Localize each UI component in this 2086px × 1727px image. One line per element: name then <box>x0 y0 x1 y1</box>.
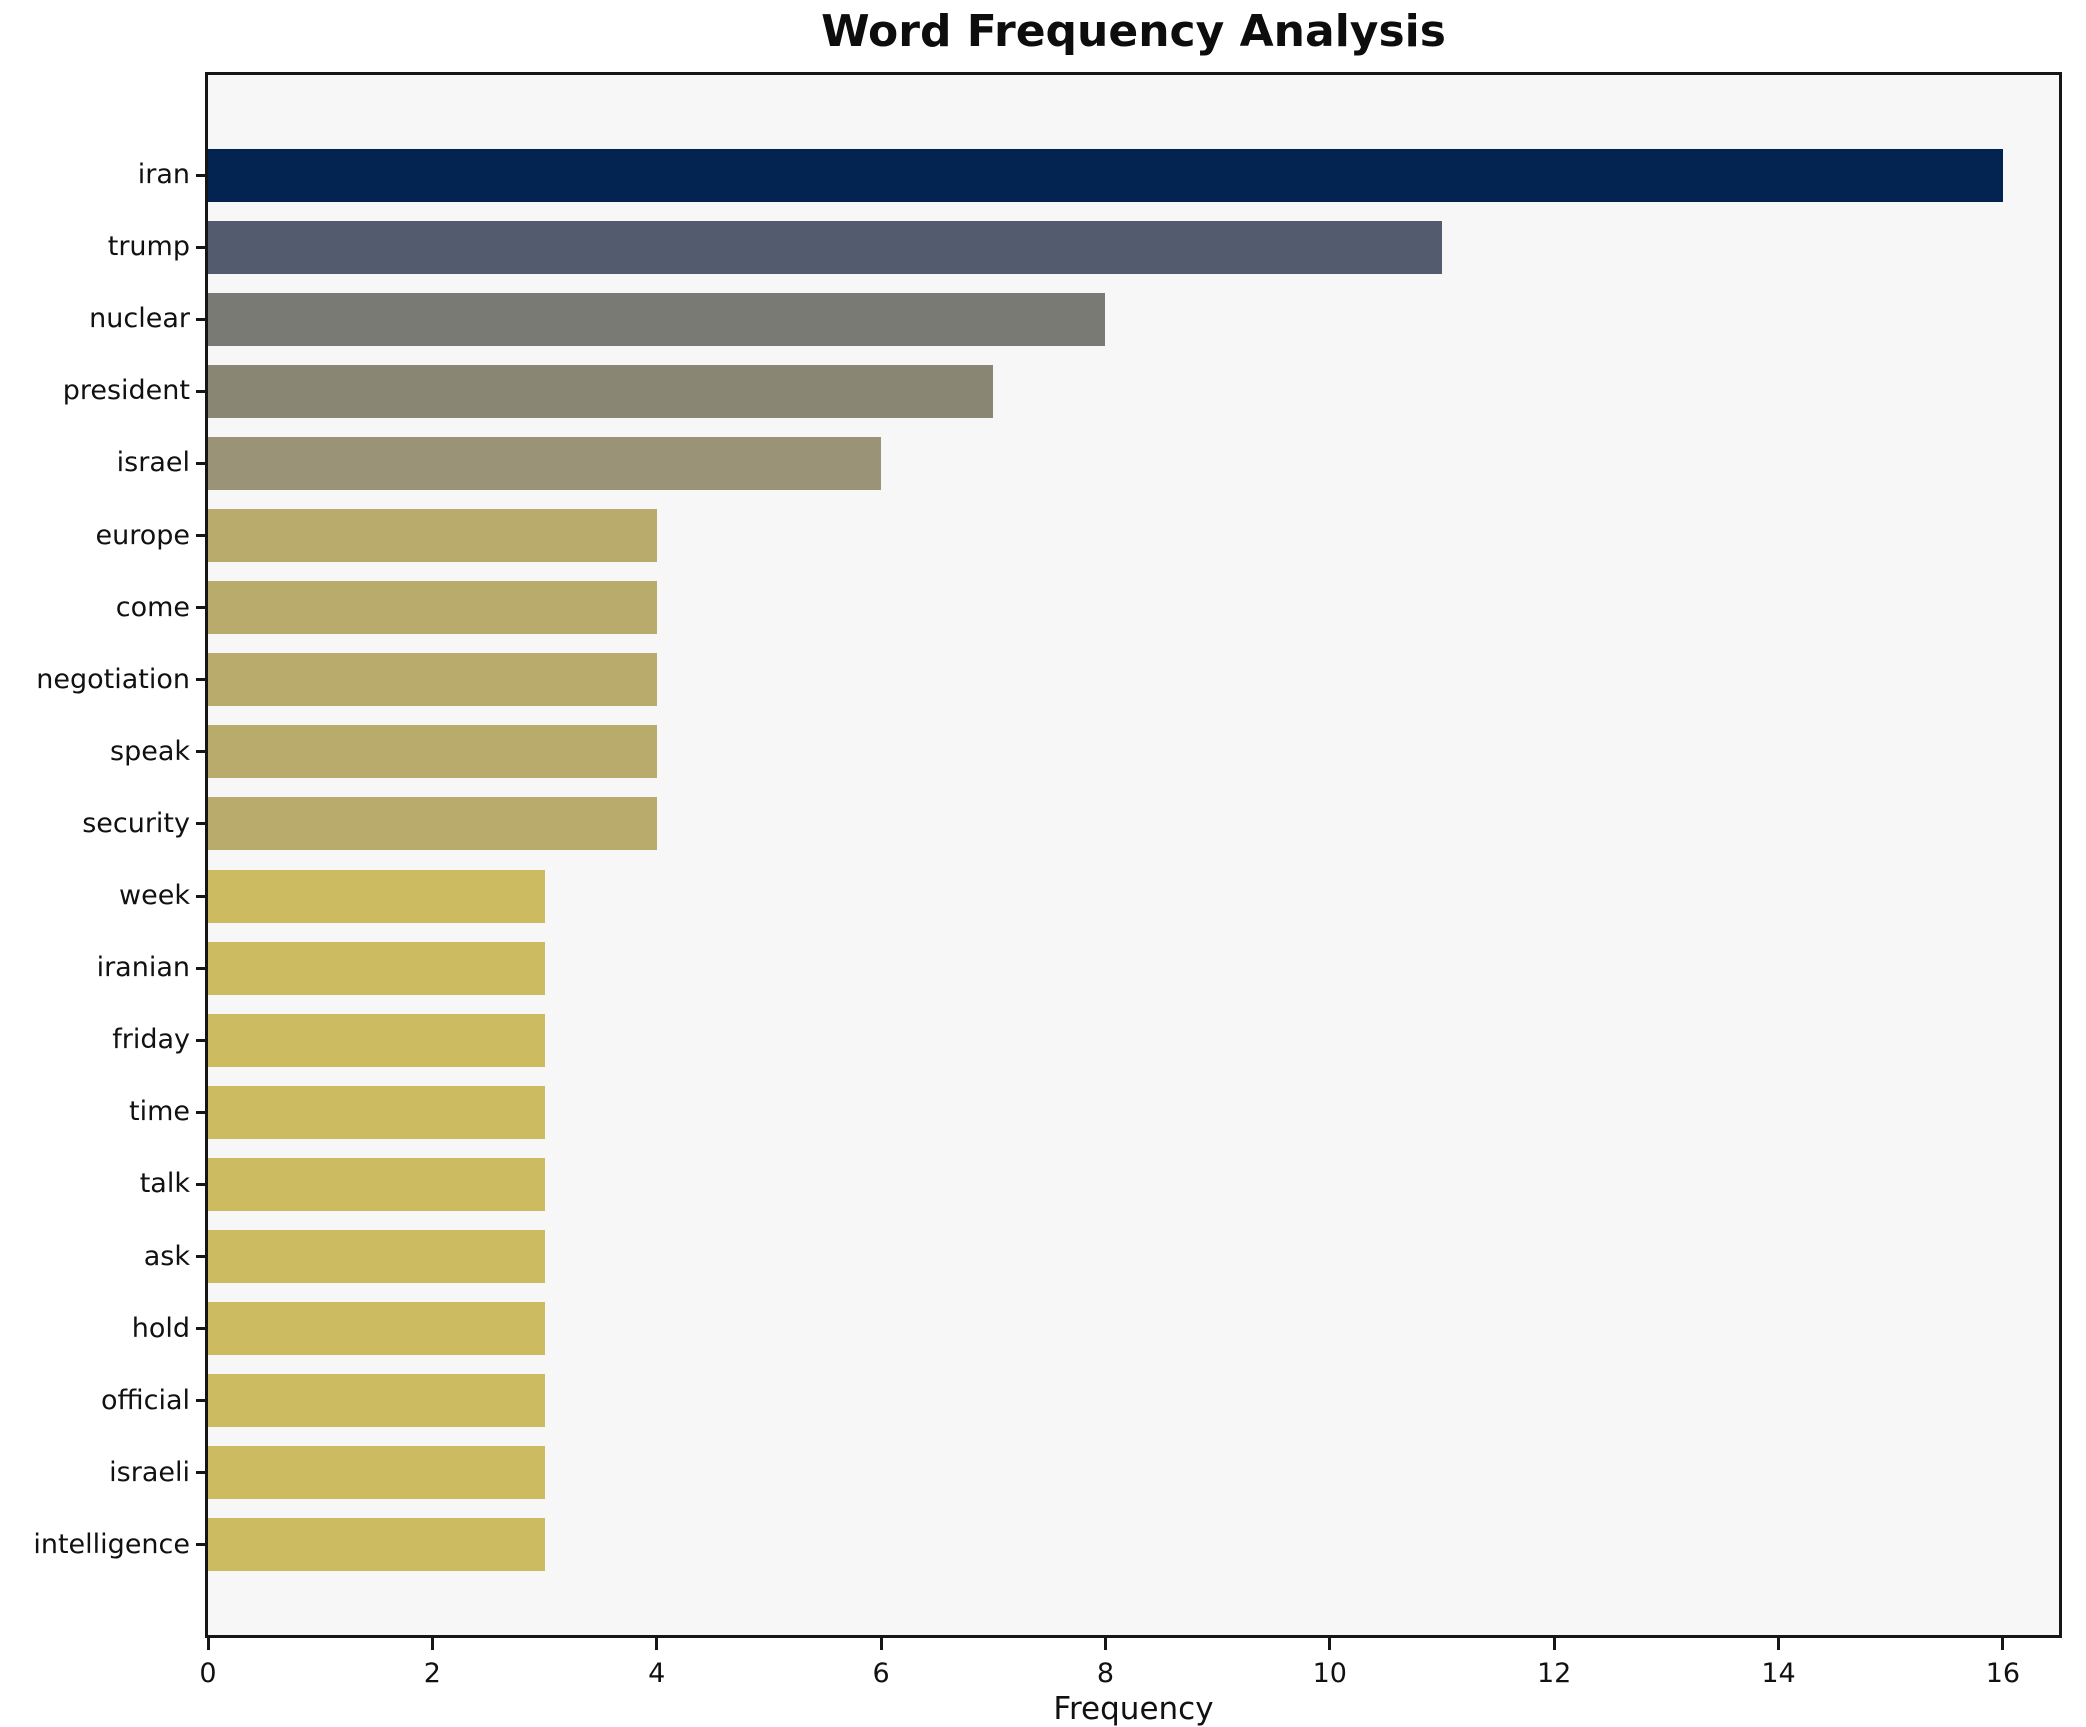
y-tick-label: intelligence <box>33 1528 190 1560</box>
y-tick-label: president <box>62 375 190 407</box>
y-tick-mark <box>196 245 205 249</box>
y-tick-mark <box>196 894 205 898</box>
y-tick-mark <box>196 1543 205 1547</box>
bar-iran <box>208 148 2003 202</box>
y-tick-label: israel <box>116 447 190 479</box>
y-tick-mark <box>196 389 205 393</box>
bar-ask <box>208 1230 545 1284</box>
y-tick-mark <box>196 1399 205 1403</box>
y-tick-mark <box>196 173 205 177</box>
y-tick-mark <box>196 606 205 610</box>
x-tick-mark <box>206 1638 210 1650</box>
x-tick-mark <box>1777 1638 1781 1650</box>
x-tick-mark <box>1328 1638 1332 1650</box>
y-tick-label: official <box>100 1384 190 1416</box>
y-tick-mark <box>196 1038 205 1042</box>
bar-hold <box>208 1302 545 1356</box>
x-tick-mark <box>2001 1638 2005 1650</box>
bar-intelligence <box>208 1518 545 1572</box>
bar-friday <box>208 1013 545 1067</box>
bar-talk <box>208 1157 545 1211</box>
y-tick-label: talk <box>139 1168 190 1200</box>
bar-security <box>208 797 657 851</box>
x-tick-label: 12 <box>1536 1658 1572 1689</box>
x-tick-label: 4 <box>648 1658 666 1689</box>
y-tick-mark <box>196 534 205 538</box>
x-tick-mark <box>879 1638 883 1650</box>
y-tick-mark <box>196 750 205 754</box>
x-tick-mark <box>1552 1638 1556 1650</box>
bar-negotiation <box>208 653 657 707</box>
x-tick-label: 6 <box>872 1658 890 1689</box>
y-tick-mark <box>196 1182 205 1186</box>
bar-come <box>208 581 657 635</box>
bar-time <box>208 1085 545 1139</box>
y-tick-mark <box>196 966 205 970</box>
y-tick-label: europe <box>95 519 191 551</box>
x-tick-label: 8 <box>1096 1658 1115 1689</box>
bar-president <box>208 364 994 418</box>
bar-europe <box>208 509 657 563</box>
y-tick-label: iran <box>137 159 190 191</box>
bar-israel <box>208 436 882 490</box>
y-tick-label: nuclear <box>89 303 190 335</box>
bar-nuclear <box>208 292 1106 346</box>
y-tick-label: hold <box>131 1312 190 1344</box>
y-tick-label: speak <box>110 735 190 767</box>
y-tick-mark <box>196 461 205 465</box>
y-tick-label: ask <box>143 1240 190 1272</box>
y-tick-mark <box>196 1255 205 1259</box>
y-tick-mark <box>196 678 205 682</box>
y-tick-label: israeli <box>109 1456 190 1488</box>
x-tick-label: 16 <box>1985 1658 2021 1689</box>
y-tick-mark <box>196 1110 205 1114</box>
x-axis-label: Frequency <box>1053 1691 1214 1727</box>
x-tick-mark <box>655 1638 659 1650</box>
bar-trump <box>208 220 1442 274</box>
y-tick-label: come <box>115 591 190 623</box>
plot-area <box>205 72 2062 1638</box>
y-tick-mark <box>196 317 205 321</box>
y-tick-mark <box>196 1471 205 1475</box>
bar-week <box>208 869 545 923</box>
bar-israeli <box>208 1446 545 1500</box>
y-tick-label: trump <box>107 231 190 263</box>
x-tick-label: 0 <box>199 1658 217 1689</box>
y-tick-label: friday <box>112 1024 190 1056</box>
y-tick-label: time <box>128 1096 190 1128</box>
bar-speak <box>208 725 657 779</box>
x-tick-label: 14 <box>1761 1658 1796 1689</box>
y-tick-label: security <box>82 807 190 839</box>
y-tick-mark <box>196 1327 205 1331</box>
x-tick-mark <box>430 1638 434 1650</box>
y-tick-label: iranian <box>96 952 190 984</box>
bar-iranian <box>208 941 545 995</box>
chart-title: Word Frequency Analysis <box>821 6 1446 57</box>
x-tick-mark <box>1103 1638 1107 1650</box>
y-tick-label: week <box>119 880 190 912</box>
y-tick-mark <box>196 822 205 826</box>
bar-official <box>208 1374 545 1428</box>
x-tick-label: 10 <box>1312 1658 1347 1689</box>
x-tick-label: 2 <box>423 1658 441 1689</box>
y-tick-label: negotiation <box>36 663 190 695</box>
